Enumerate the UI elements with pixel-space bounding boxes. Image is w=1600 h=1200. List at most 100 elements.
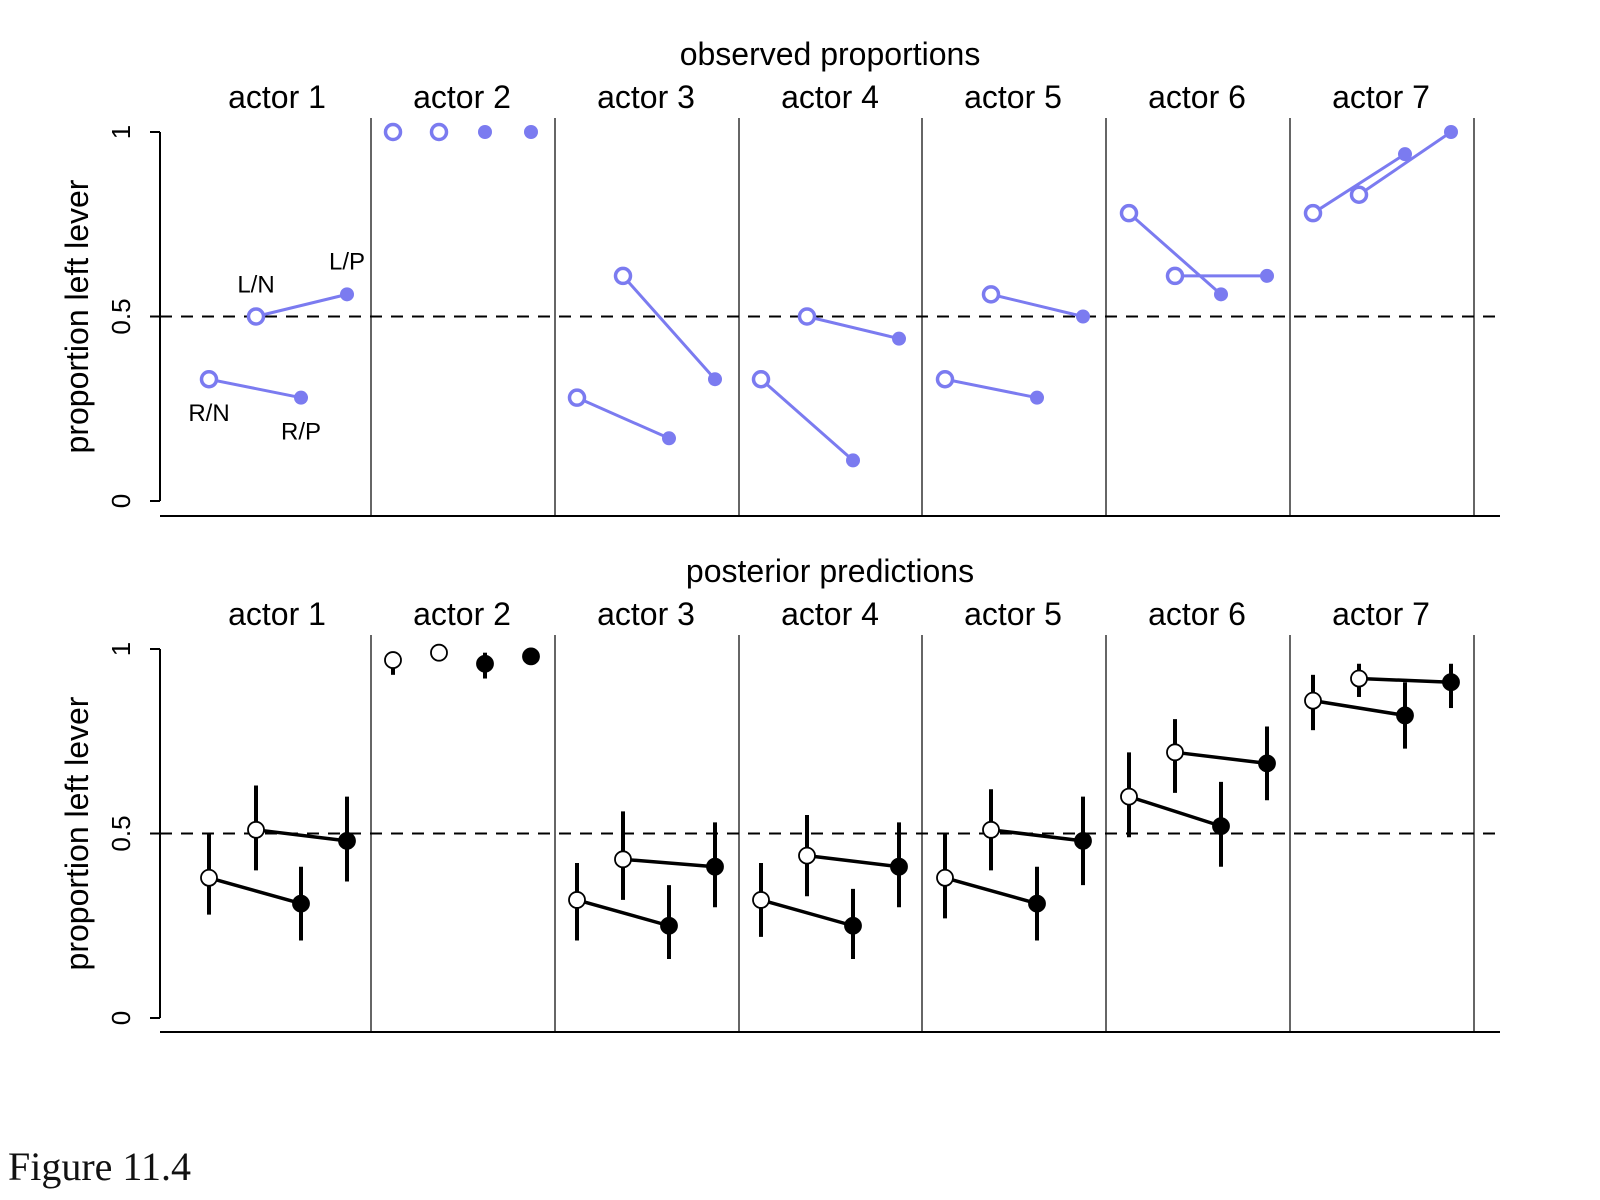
panel-label: actor 6 <box>1148 79 1246 115</box>
data-point <box>478 125 492 139</box>
data-point <box>892 331 906 346</box>
data-point <box>1444 125 1458 139</box>
panel-label: actor 4 <box>781 79 879 115</box>
series-line <box>576 898 670 928</box>
data-point <box>844 916 862 935</box>
data-point <box>798 846 816 865</box>
point-label: L/N <box>237 272 274 299</box>
panel-label: actor 5 <box>964 79 1062 115</box>
series-line <box>208 377 302 400</box>
data-point <box>340 287 354 302</box>
data-point <box>1214 287 1228 302</box>
data-point <box>1074 831 1092 850</box>
series-line <box>621 274 717 381</box>
data-point <box>1119 203 1139 223</box>
data-point <box>1260 268 1274 283</box>
series-line <box>806 853 900 869</box>
data-point <box>524 125 538 139</box>
chart-title: posterior predictions <box>686 553 974 589</box>
data-point <box>294 390 308 405</box>
data-point <box>1442 673 1460 692</box>
series-line <box>255 292 348 318</box>
data-point <box>614 850 632 869</box>
data-point <box>199 369 219 389</box>
series-line <box>760 378 854 462</box>
data-point <box>1165 266 1185 286</box>
data-point <box>752 891 770 909</box>
panel-label: actor 1 <box>228 596 326 632</box>
series-line <box>990 292 1084 318</box>
series-line <box>944 876 1038 906</box>
y-tick-label: 0.5 <box>106 298 136 334</box>
data-point <box>1304 691 1322 710</box>
data-point <box>890 857 908 876</box>
figure-caption: Figure 11.4 <box>8 1144 191 1189</box>
y-axis-label: proportion left lever <box>59 179 95 453</box>
panel-label: actor 7 <box>1332 79 1430 115</box>
series-line <box>1358 676 1452 684</box>
panel-label: actor 4 <box>781 596 879 632</box>
data-point <box>1350 669 1368 688</box>
data-point <box>1028 894 1046 913</box>
series-line <box>806 315 900 341</box>
series-line <box>1128 212 1222 296</box>
y-tick-label: 1 <box>106 642 136 656</box>
data-point <box>383 122 403 142</box>
series-line <box>1128 794 1222 828</box>
data-point <box>1303 203 1323 223</box>
series-line <box>1312 152 1406 215</box>
series-line <box>1358 130 1452 196</box>
y-tick-label: 1 <box>106 125 136 139</box>
data-point <box>660 916 678 935</box>
data-point <box>1212 817 1230 836</box>
series-line <box>990 828 1084 843</box>
panel-label: actor 3 <box>597 79 695 115</box>
data-point <box>1396 706 1414 725</box>
series-line <box>255 828 348 843</box>
series-line <box>622 857 716 869</box>
data-point <box>384 651 402 669</box>
chart-title: observed proportions <box>680 36 981 72</box>
data-point <box>1120 787 1138 806</box>
series-line <box>1312 698 1406 718</box>
y-tick-label: 0.5 <box>106 815 136 851</box>
data-point <box>1166 743 1184 762</box>
panel-label: actor 2 <box>413 596 511 632</box>
series-line <box>944 377 1038 400</box>
data-point <box>935 369 955 389</box>
point-label: L/P <box>329 248 365 275</box>
panel-label: actor 7 <box>1332 596 1430 632</box>
y-tick-label: 0 <box>106 1011 136 1025</box>
series-line <box>208 876 302 906</box>
data-point <box>613 266 633 286</box>
data-point <box>662 431 676 446</box>
point-label: R/P <box>281 419 321 446</box>
data-point <box>200 868 218 887</box>
series-line <box>576 396 670 440</box>
data-point <box>1258 754 1276 773</box>
data-point <box>936 868 954 887</box>
data-point <box>708 372 722 387</box>
panel-label: actor 5 <box>964 596 1062 632</box>
panel-label: actor 1 <box>228 79 326 115</box>
figure-11-4: observed proportions 0 0.5 1 proportion left… <box>59 36 1500 1033</box>
data-point <box>247 820 265 839</box>
data-point <box>338 831 356 850</box>
data-point <box>1076 309 1090 324</box>
data-point <box>1398 147 1412 162</box>
data-point <box>430 643 448 662</box>
data-point <box>982 820 1000 839</box>
y-axis-label: proportion left lever <box>59 696 95 970</box>
series-line <box>1174 750 1268 766</box>
point-label: R/N <box>188 400 229 427</box>
data-point <box>567 388 587 407</box>
data-point <box>429 122 449 142</box>
data-point <box>1030 390 1044 405</box>
data-point <box>246 307 266 326</box>
data-point <box>1349 185 1369 204</box>
data-point <box>522 647 540 666</box>
data-point <box>292 894 310 913</box>
panel-label: actor 3 <box>597 596 695 632</box>
series-line <box>760 898 854 928</box>
data-point <box>981 285 1001 304</box>
